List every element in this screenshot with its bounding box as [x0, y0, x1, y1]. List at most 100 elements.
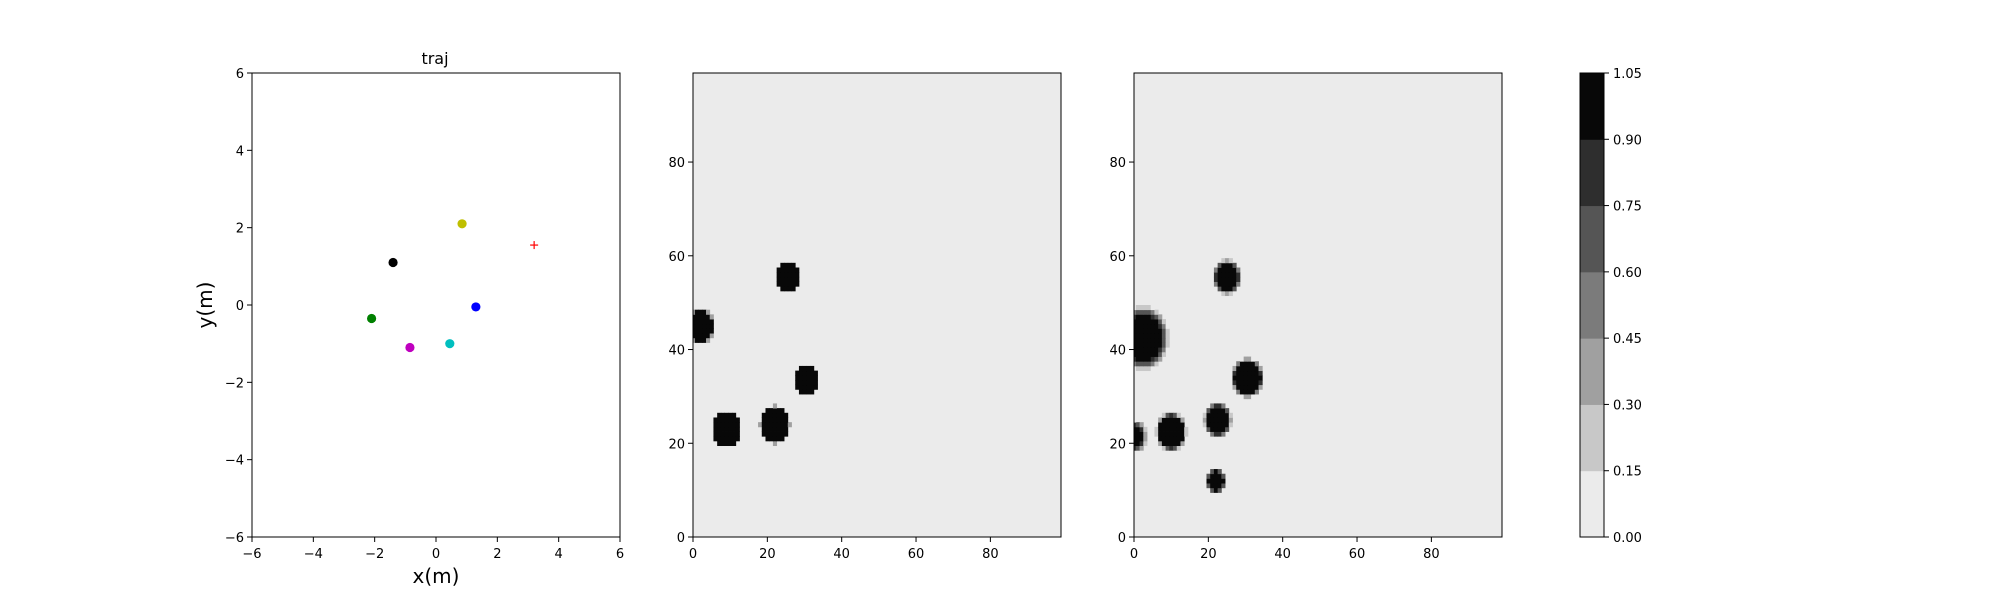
map2-cell [1134, 417, 1137, 423]
map2-cell [1202, 422, 1207, 428]
map2-cell [1254, 375, 1259, 381]
map1-cell [732, 422, 737, 428]
map1-cell [776, 276, 781, 282]
map1-cell [795, 272, 800, 278]
map2-cell [1225, 258, 1230, 264]
map1-cell [728, 431, 733, 437]
map1-cell [769, 431, 774, 437]
map2-cell [1210, 469, 1215, 475]
map2-cell [1232, 281, 1237, 287]
agent-position-point [367, 313, 377, 324]
map1-cell [761, 417, 766, 423]
map2-cell [1225, 272, 1230, 278]
map2-cell [1243, 365, 1248, 372]
map1-cell [728, 417, 733, 423]
map1-cells [693, 262, 818, 447]
map2-cell [1158, 440, 1163, 447]
map1-cell [761, 412, 766, 418]
map2-cell [1169, 431, 1174, 437]
map2-cell [1236, 384, 1241, 390]
map1-cell [709, 319, 714, 325]
map2-cell [1236, 370, 1241, 376]
map2-cell [1258, 384, 1263, 390]
occupancy-map-1-panel: 0 20 40 60 80 0 20 40 60 80 [668, 72, 1062, 562]
map2-cell [1258, 375, 1263, 381]
map1-cell [780, 272, 785, 278]
map1-cell [732, 412, 737, 418]
map2-cell [1143, 361, 1148, 367]
map2-cell [1135, 337, 1140, 343]
map2-cell [1154, 328, 1159, 334]
map1-cell [702, 319, 707, 325]
map2-cell [1247, 394, 1252, 400]
map2-cell [1221, 286, 1226, 292]
map2-cell [1143, 426, 1148, 432]
goal-plus-marker [530, 241, 539, 250]
map2-cell [1217, 426, 1222, 432]
map2-cell [1254, 379, 1259, 386]
map1-cell [776, 267, 781, 273]
map2-cell [1254, 384, 1259, 390]
map2-cell [1225, 276, 1230, 282]
map2-cell [1251, 389, 1256, 395]
map2-cell [1169, 426, 1174, 432]
map2-cell [1247, 361, 1252, 367]
map1-cell [769, 408, 774, 414]
map2-cell [1158, 328, 1163, 334]
map2-cell [1169, 412, 1174, 418]
map2-cell [1154, 361, 1159, 367]
map1-cell [776, 417, 781, 423]
map1-cell [693, 319, 696, 325]
map2-cell [1154, 337, 1159, 343]
map2-cell [1135, 431, 1140, 437]
map2-cell [1217, 487, 1222, 493]
map1-cell [791, 286, 796, 292]
colorbar-frame [1579, 72, 1605, 538]
map1-cell [787, 272, 792, 278]
map2-cell [1217, 422, 1222, 428]
map2-cell [1134, 342, 1137, 348]
map2-cell [1169, 440, 1174, 447]
map1-cell [795, 281, 800, 287]
map2-cell [1139, 328, 1144, 334]
map1-cell [787, 276, 792, 282]
colorbar-tick-label: 0.90 [1613, 133, 1642, 148]
map1-cell [706, 314, 711, 320]
map2-cell [1139, 356, 1144, 362]
map1-cell [717, 426, 722, 432]
map1-cell [806, 375, 811, 381]
map1-cell [693, 309, 696, 315]
map1-cell [776, 412, 781, 418]
map2-cell [1139, 314, 1144, 320]
map1-background [693, 73, 1061, 537]
map2-cell [1213, 473, 1219, 479]
map2-cell [1213, 408, 1219, 414]
agent-position-point [445, 339, 455, 349]
map1-cell [765, 417, 770, 423]
map1-cell [772, 440, 778, 447]
map1-cell [810, 389, 815, 395]
map2-cell [1134, 333, 1137, 339]
map2-y-tick-label: 20 [1109, 437, 1126, 452]
map2-cell [1165, 412, 1170, 418]
colorbar-band [1580, 271, 1604, 339]
map2-cell [1139, 365, 1144, 372]
map2-cell [1221, 403, 1226, 409]
agent-position-point [405, 342, 415, 353]
map1-y-tick-label: 60 [668, 250, 685, 265]
map2-cell [1221, 408, 1226, 414]
map1-cell [724, 431, 729, 437]
map2-cell [1134, 347, 1137, 353]
map2-cell [1139, 436, 1144, 442]
map2-cell [1158, 319, 1163, 325]
map2-cell [1165, 426, 1170, 432]
map1-cell [776, 281, 781, 287]
map1-cell [810, 370, 815, 376]
traj-x-tick-label: 2 [493, 547, 501, 562]
map1-cell [769, 412, 774, 418]
map2-cell [1158, 436, 1163, 442]
map1-cell [810, 375, 815, 381]
map1-cell [735, 436, 740, 442]
map2-cell [1225, 286, 1230, 292]
map2-cell [1143, 309, 1148, 315]
